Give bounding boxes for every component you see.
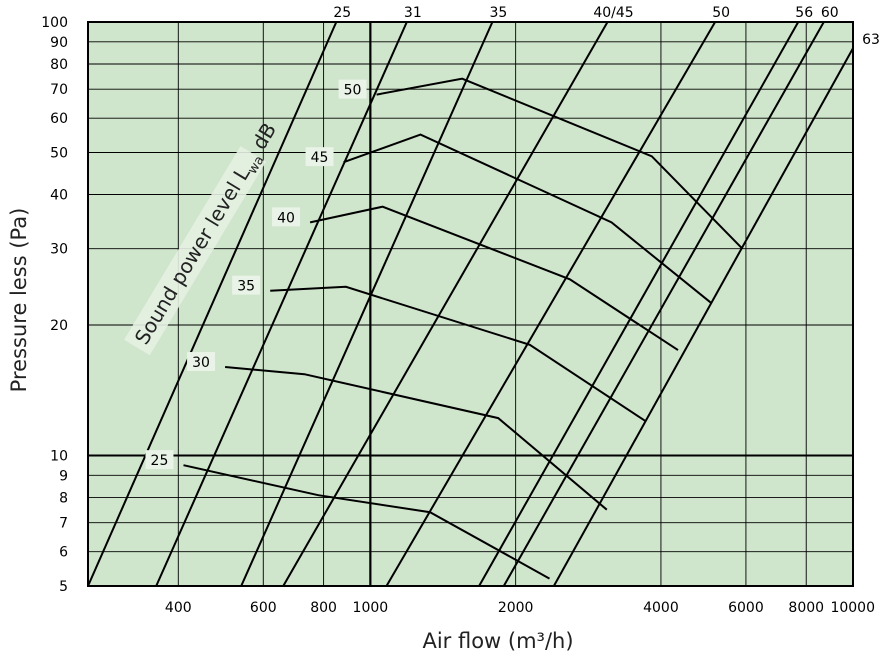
sound-label-bg xyxy=(272,207,301,227)
y-tick-label: 6 xyxy=(59,545,68,561)
fan-label: 40/45 xyxy=(593,5,633,21)
y-tick-label: 70 xyxy=(50,82,68,98)
x-tick-label: 1000 xyxy=(353,600,389,616)
sound-label: 25 xyxy=(151,453,169,469)
x-tick-labels: 400 600 800 1000 2000 4000 6000 8000 10000 xyxy=(165,600,875,616)
fan-line-63 xyxy=(552,47,854,587)
fan-lines xyxy=(87,21,854,587)
sound-label-bg xyxy=(305,147,334,167)
fan-labels: 25 31 35 40/45 50 56 60 63 xyxy=(333,5,880,48)
sound-level-lines xyxy=(183,77,744,580)
sound-label: 35 xyxy=(237,279,255,295)
sound-line-25 xyxy=(183,464,550,580)
sound-level-labels: 25 30 35 40 45 50 xyxy=(145,79,367,470)
sound-label-bg xyxy=(187,352,216,372)
fan-line-25 xyxy=(87,21,338,587)
y-tick-label: 5 xyxy=(59,579,68,595)
sound-line-50 xyxy=(376,77,744,250)
plot-frame xyxy=(87,21,854,587)
plot-area xyxy=(88,22,853,586)
y-tick-label: 50 xyxy=(50,145,68,161)
sound-line-45 xyxy=(343,133,712,304)
y-axis-title: Pressure less (Pa) xyxy=(7,208,31,393)
sound-label: 50 xyxy=(344,83,362,99)
x-tick-label: 800 xyxy=(310,600,337,616)
fan-line-60 xyxy=(502,21,825,587)
y-tick-label: 90 xyxy=(50,35,68,51)
y-tick-label: 10 xyxy=(50,449,68,465)
y-tick-label: 40 xyxy=(50,188,68,204)
sound-label: 40 xyxy=(277,210,295,226)
y-tick-label: 60 xyxy=(50,111,68,127)
sound-label: 45 xyxy=(311,150,329,166)
fan-line-50 xyxy=(385,21,716,587)
sound-line-40 xyxy=(309,205,679,351)
y-tick-label: 9 xyxy=(59,468,68,484)
x-tick-label: 4000 xyxy=(643,600,679,616)
sound-label-bg xyxy=(145,450,174,470)
fan-line-56 xyxy=(478,21,800,587)
fan-label: 35 xyxy=(489,5,507,21)
fan-line-35 xyxy=(240,21,494,587)
fan-label: 50 xyxy=(712,5,730,21)
sound-label: 30 xyxy=(192,355,210,371)
x-tick-label: 8000 xyxy=(788,600,824,616)
sound-label-bg xyxy=(232,275,261,295)
x-tick-label: 400 xyxy=(165,600,192,616)
x-tick-label: 2000 xyxy=(498,600,534,616)
sound-label-bg xyxy=(338,79,367,99)
fan-line-31 xyxy=(155,21,408,587)
fan-label: 63 xyxy=(862,32,880,48)
x-tick-label: 600 xyxy=(250,600,277,616)
sound-line-35 xyxy=(270,285,647,423)
y-tick-labels: 5 6 7 8 9 10 20 30 40 50 60 70 80 90 100 xyxy=(41,15,68,595)
fan-label: 60 xyxy=(821,5,839,21)
fan-label: 25 xyxy=(333,5,351,21)
y-tick-label: 30 xyxy=(50,242,68,258)
y-tick-label: 20 xyxy=(50,318,68,334)
y-tick-label: 80 xyxy=(50,57,68,73)
x-axis-title: Air flow (m³/h) xyxy=(422,629,573,653)
y-tick-label: 100 xyxy=(41,15,68,31)
sound-line-30 xyxy=(225,366,608,511)
x-tick-label: 10000 xyxy=(830,600,875,616)
y-tick-label: 7 xyxy=(59,516,68,532)
fan-label: 56 xyxy=(795,5,813,21)
y-tick-label: 8 xyxy=(59,491,68,507)
x-tick-label: 6000 xyxy=(728,600,764,616)
fan-label: 31 xyxy=(404,5,422,21)
